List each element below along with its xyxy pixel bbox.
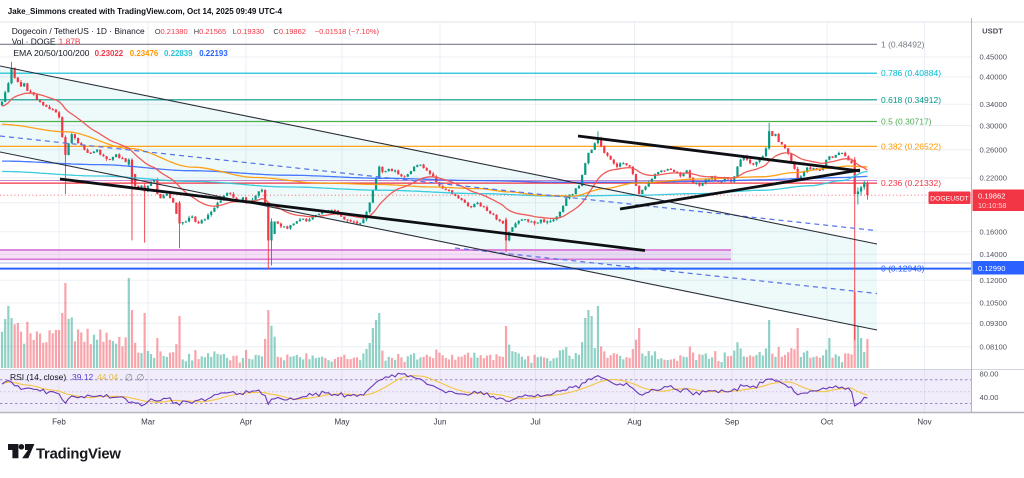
svg-text:0.22839: 0.22839: [164, 49, 193, 58]
svg-text:0.236 (0.21332): 0.236 (0.21332): [881, 178, 941, 188]
svg-text:Jake_Simmons created with Trad: Jake_Simmons created with TradingView.co…: [8, 7, 283, 16]
svg-text:∅: ∅: [125, 373, 133, 383]
svg-text:USDT: USDT: [982, 27, 1003, 36]
svg-text:39.12: 39.12: [72, 372, 94, 382]
svg-text:0.22000: 0.22000: [980, 174, 1007, 183]
svg-text:Jul: Jul: [530, 418, 540, 427]
svg-text:0.382 (0.26522): 0.382 (0.26522): [881, 141, 941, 151]
svg-text:0.22193: 0.22193: [199, 49, 228, 58]
svg-text:44.04: 44.04: [97, 372, 119, 382]
svg-text:∅: ∅: [137, 373, 145, 383]
svg-text:0.45000: 0.45000: [980, 53, 1007, 62]
svg-text:1 (0.48492): 1 (0.48492): [881, 39, 925, 49]
svg-text:1.87B: 1.87B: [59, 37, 81, 47]
svg-text:Mar: Mar: [141, 418, 155, 427]
svg-text:May: May: [334, 418, 349, 427]
svg-text:0.08100: 0.08100: [980, 343, 1007, 352]
svg-text:RSI (14, close): RSI (14, close): [10, 372, 66, 382]
svg-text:0.12000: 0.12000: [980, 276, 1007, 285]
svg-text:0.618 (0.34912): 0.618 (0.34912): [881, 95, 941, 105]
svg-text:80.00: 80.00: [980, 370, 999, 379]
svg-text:10:10:58: 10:10:58: [978, 201, 1006, 210]
svg-text:Aug: Aug: [627, 418, 641, 427]
svg-text:Dogecoin / TetherUS · 1D · Bin: Dogecoin / TetherUS · 1D · Binance: [12, 26, 145, 36]
svg-text:0.40000: 0.40000: [980, 73, 1007, 82]
svg-text:Nov: Nov: [917, 418, 931, 427]
svg-text:0.786 (0.40884): 0.786 (0.40884): [881, 68, 941, 78]
svg-text:0.34000: 0.34000: [980, 100, 1007, 109]
svg-text:Feb: Feb: [52, 418, 66, 427]
svg-text:O0.21380: O0.21380: [155, 27, 188, 36]
svg-text:0.23476: 0.23476: [130, 49, 159, 58]
svg-text:0.30000: 0.30000: [980, 121, 1007, 130]
svg-text:0.10500: 0.10500: [980, 299, 1007, 308]
svg-text:Jun: Jun: [434, 418, 447, 427]
svg-text:EMA 20/50/100/200: EMA 20/50/100/200: [13, 48, 89, 58]
svg-text:0.09300: 0.09300: [980, 319, 1007, 328]
svg-text:Sep: Sep: [725, 418, 740, 427]
svg-text:Vol · DOGE: Vol · DOGE: [12, 37, 56, 47]
svg-text:H0.21565: H0.21565: [194, 27, 227, 36]
svg-text:0.23022: 0.23022: [95, 49, 124, 58]
svg-text:0 (0.12943): 0 (0.12943): [881, 264, 925, 274]
svg-text:0.26000: 0.26000: [980, 146, 1007, 155]
svg-text:DOGEUSDT: DOGEUSDT: [930, 196, 969, 203]
svg-text:C0.19862: C0.19862: [273, 27, 306, 36]
svg-text:0.19862: 0.19862: [978, 191, 1005, 200]
svg-text:0.14000: 0.14000: [980, 250, 1007, 259]
svg-text:Apr: Apr: [240, 418, 253, 427]
svg-text:L0.19330: L0.19330: [233, 27, 264, 36]
svg-text:−0.01518 (−7.10%): −0.01518 (−7.10%): [315, 27, 380, 36]
svg-text:Oct: Oct: [821, 418, 834, 427]
svg-text:0.5 (0.30717): 0.5 (0.30717): [881, 117, 932, 127]
svg-text:0.16000: 0.16000: [980, 228, 1007, 237]
svg-text:0.12990: 0.12990: [978, 264, 1005, 273]
svg-text:40.00: 40.00: [980, 393, 999, 402]
svg-text:TradingView: TradingView: [36, 447, 121, 463]
